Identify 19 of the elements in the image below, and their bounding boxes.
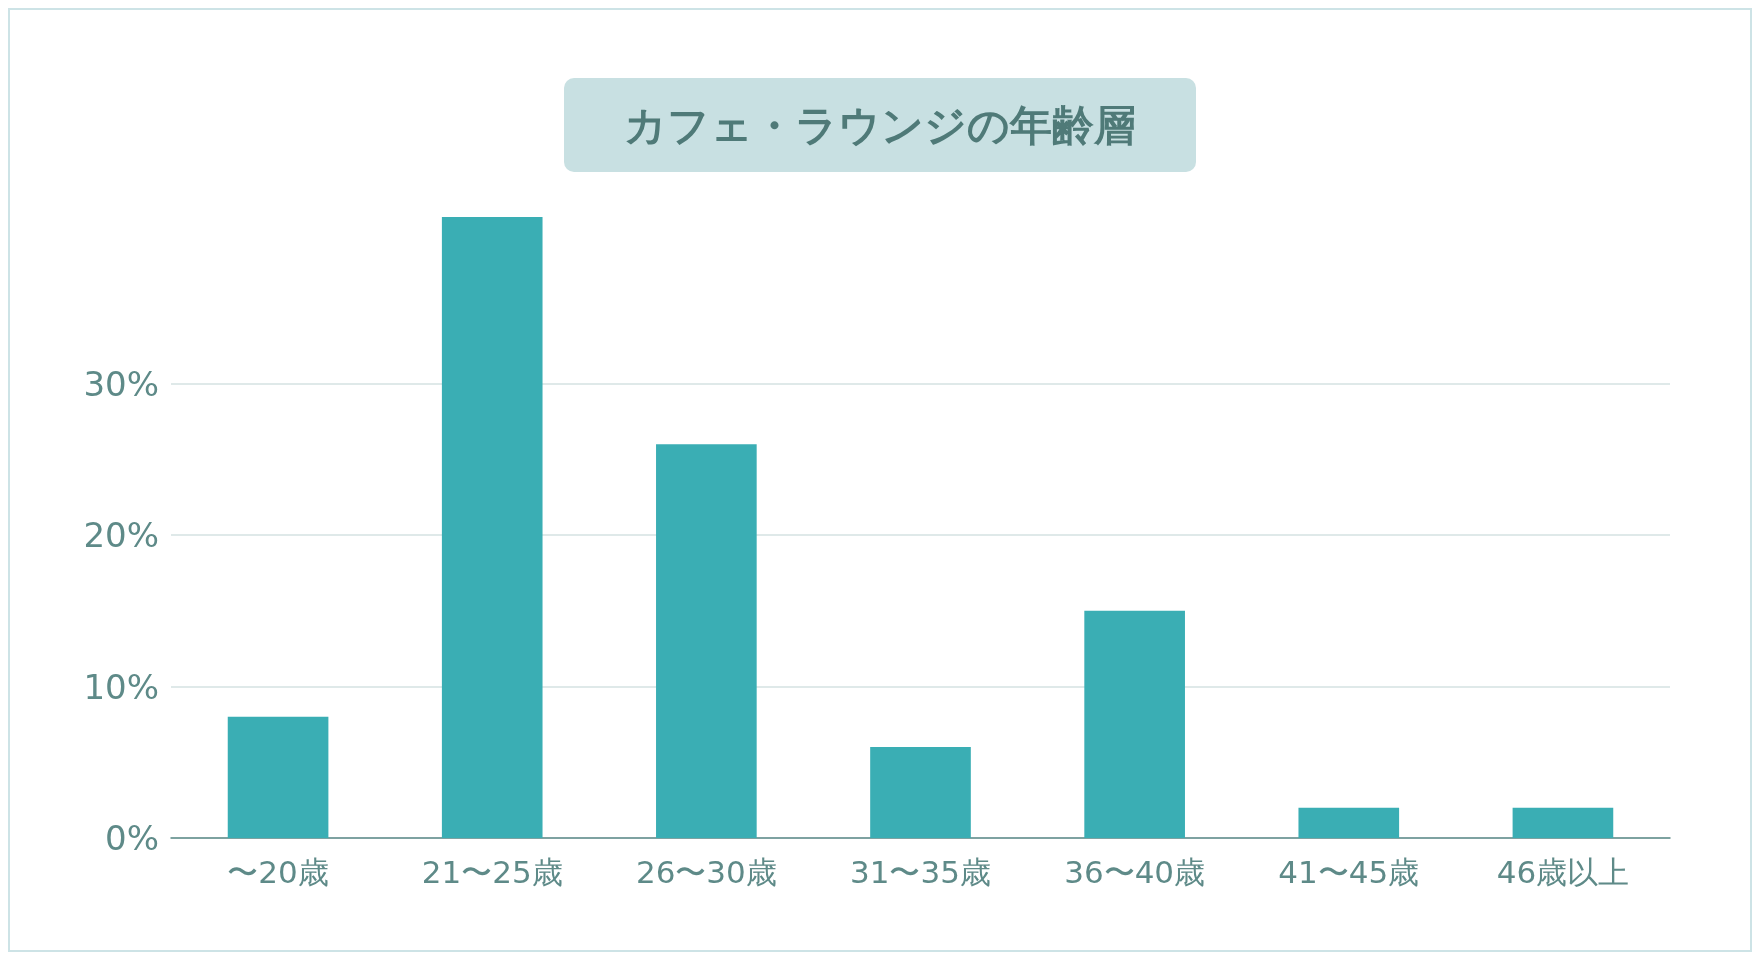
y-tick-label: 0%: [105, 818, 159, 858]
bar: [1298, 807, 1400, 838]
bar: [656, 444, 757, 838]
y-tick-label: 20%: [83, 515, 159, 556]
bar: [227, 716, 329, 838]
x-tick-label: 36〜40歳: [1064, 853, 1206, 890]
chart-title: カフェ・ラウンジの年齢層: [624, 100, 1136, 150]
bar: [441, 217, 543, 838]
y-tick-label: 30%: [83, 363, 159, 404]
x-tick-label: 21〜25歳: [421, 853, 563, 890]
x-tick-label: 31〜35歳: [850, 853, 991, 890]
bar: [870, 747, 971, 838]
bar: [1512, 807, 1614, 838]
bar: [1084, 610, 1185, 838]
x-tick-label: 41〜45歳: [1278, 853, 1420, 890]
x-tick-label: 〜20歳: [227, 853, 329, 890]
x-tick-label: 46歳以上: [1496, 853, 1630, 890]
x-tick-label: 26〜30歳: [635, 853, 777, 890]
y-tick-label: 10%: [83, 666, 159, 707]
